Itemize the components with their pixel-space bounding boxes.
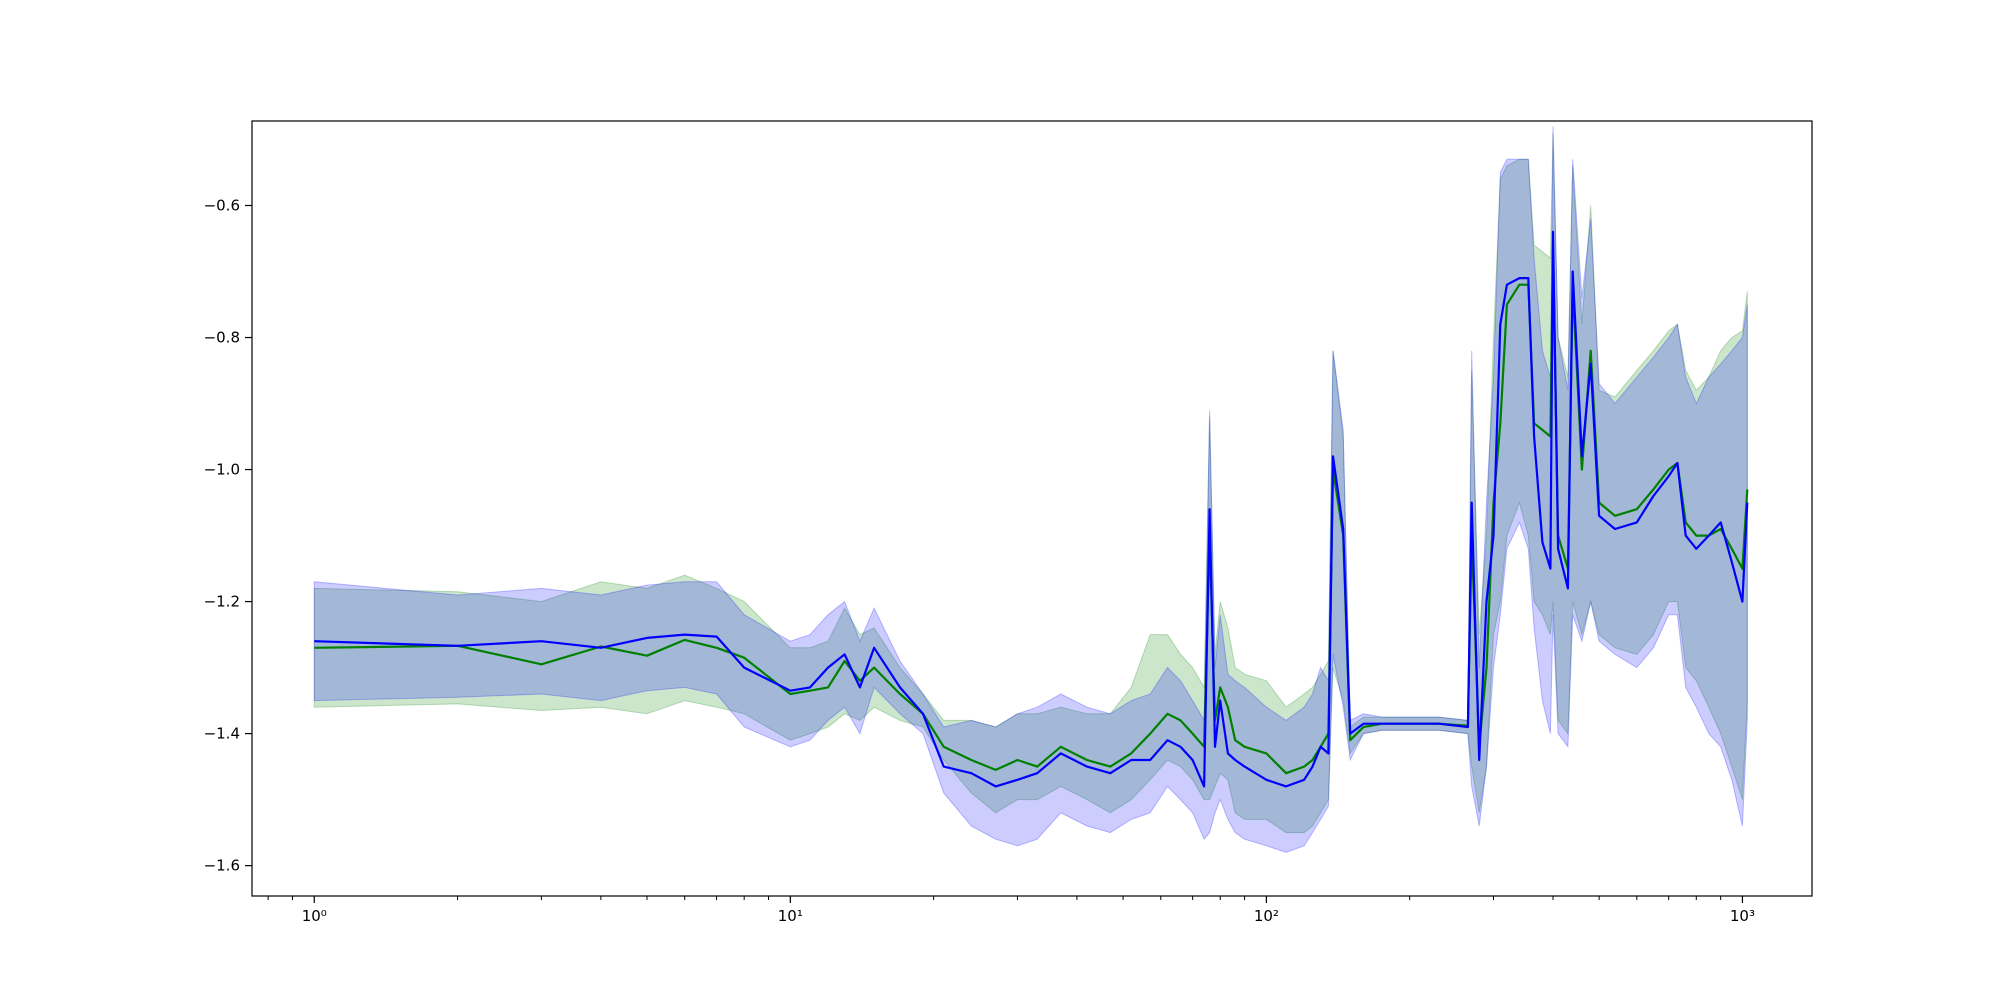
plot-frame [251,120,1813,897]
x-tick-label: 10³ [1730,907,1755,925]
x-tick-label: 10¹ [778,907,803,925]
y-tick-label: −1.2 [204,593,240,611]
series-lines [314,230,1749,788]
y-tick-label: −1.0 [204,461,240,479]
y-tick-label: −1.4 [204,725,240,743]
y-axis: −0.6 −0.8 −1.0 −1.2 −1.4 −1.6 [204,196,252,875]
series-1-band [313,126,1748,853]
x-tick-label: 10² [1254,907,1279,925]
y-tick-label: −1.6 [204,857,240,875]
confidence-bands [313,126,1748,853]
y-tick-label: −0.6 [204,196,240,214]
series-1-line [314,230,1749,788]
x-axis: 10⁰ 10¹ 10² 10³ [267,896,1755,925]
y-tick-label: −0.8 [204,329,240,347]
series-0-band [313,132,1748,834]
x-tick-label: 10⁰ [302,907,327,925]
